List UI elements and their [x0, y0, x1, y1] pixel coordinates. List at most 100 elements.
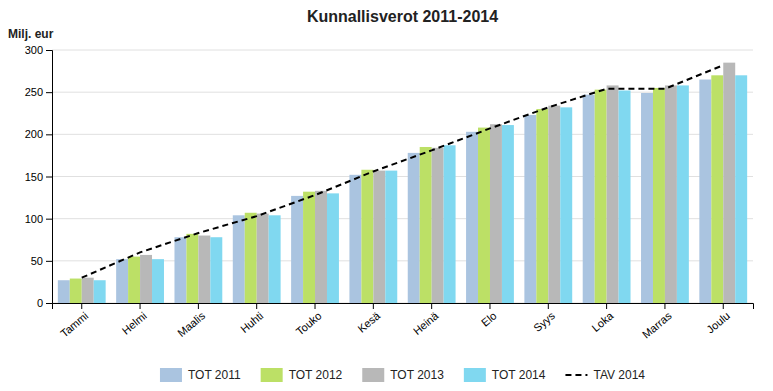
legend-item: TOT 2013 [362, 368, 444, 382]
bar [116, 259, 128, 303]
marks [58, 63, 747, 303]
title: Kunnallisverot 2011-2014 [307, 8, 498, 25]
bar [723, 63, 735, 303]
tick-mark [46, 219, 52, 220]
bar [432, 148, 444, 303]
tick-mark [46, 303, 52, 304]
y-axis: 0 50 100 150 200 250 300 [25, 44, 53, 309]
y-axis-label: Milj. eur [8, 27, 54, 41]
tick-label: Huhti [238, 309, 265, 335]
bar [233, 215, 245, 303]
bar [291, 196, 303, 303]
bar [303, 192, 315, 303]
bar [607, 85, 619, 303]
tick-mark [81, 303, 82, 309]
bar [548, 106, 560, 303]
tick-mark [373, 303, 374, 309]
bar [735, 75, 747, 303]
chart: 050100150200250300TammiHelmiMaalisHuhtiT… [0, 0, 773, 391]
legend-swatch [464, 368, 486, 382]
tick: 50 [31, 255, 52, 267]
bar [269, 215, 281, 303]
bar [536, 109, 548, 303]
bar [653, 88, 665, 303]
tick-label: Syys [531, 309, 557, 334]
tick-label: Touko [294, 309, 324, 337]
legend-swatch [565, 374, 587, 376]
tick-mark [46, 50, 52, 51]
tick: Helmi [120, 303, 149, 337]
tick-mark [606, 303, 607, 309]
tick-mark [548, 303, 549, 309]
bar [560, 107, 572, 303]
line [82, 65, 724, 278]
bar [210, 237, 222, 303]
tick-label: Elo [479, 309, 499, 328]
bar [58, 280, 70, 303]
bar [665, 85, 677, 303]
tick: Heinä [411, 303, 441, 337]
tick-label: 300 [25, 44, 43, 56]
tick-label: 50 [31, 255, 43, 267]
bar [641, 93, 653, 303]
tick: Maalis [175, 303, 207, 339]
bar [257, 214, 269, 303]
tick-mark [256, 303, 257, 309]
bar [198, 236, 210, 303]
tick: 0 [37, 297, 52, 309]
tick-mark [198, 303, 199, 309]
bar [490, 124, 502, 303]
legend-label: TOT 2011 [188, 368, 241, 382]
tick-label: Marras [640, 309, 674, 341]
legend-label: TAV 2014 [593, 368, 645, 382]
tick-label: Helmi [120, 309, 149, 336]
tick: Huhti [238, 303, 265, 335]
tick: Marras [640, 303, 674, 341]
bar [478, 128, 490, 303]
tick: Kesä [355, 303, 383, 335]
bar [408, 153, 420, 303]
grid-line [52, 50, 753, 51]
tick: 200 [25, 128, 52, 140]
tick-mark [723, 303, 724, 309]
legend: TOT 2011TOT 2012TOT 2013TOT 2014TAV 2014 [160, 368, 645, 382]
legend-label: TOT 2014 [492, 368, 546, 382]
tick-mark [46, 134, 52, 135]
bar [619, 90, 631, 303]
tick-mark [46, 261, 52, 262]
bar [699, 80, 711, 303]
grid-line [52, 92, 753, 93]
tick-label: Tammi [58, 309, 91, 339]
grid [52, 50, 753, 303]
bar [152, 259, 164, 303]
plot-area: 050100150200250300TammiHelmiMaalisHuhtiT… [25, 44, 754, 341]
bar [315, 191, 327, 303]
tick: Syys [531, 303, 557, 334]
tick: Elo [479, 303, 499, 329]
bar [245, 213, 257, 303]
bar [174, 237, 186, 303]
tick-label: 200 [25, 128, 43, 140]
bar [711, 75, 723, 303]
tick: 300 [25, 44, 52, 56]
legend-label: TOT 2013 [390, 368, 444, 382]
tick-mark [46, 92, 52, 93]
bar [595, 90, 607, 303]
bar [327, 193, 339, 303]
tick-label: Heinä [411, 309, 441, 337]
bar [349, 175, 361, 303]
tick-mark [140, 303, 141, 309]
tick-label: 250 [25, 86, 43, 98]
axis-line [46, 51, 53, 304]
legend-swatch [261, 368, 283, 382]
tick: 100 [25, 213, 52, 225]
tick: 150 [25, 171, 52, 183]
x-axis: Tammi Helmi Maalis Huhti Touko Kesä Heinä Elo Sy… [53, 303, 754, 341]
tick-mark [664, 303, 665, 309]
bar [420, 147, 432, 303]
bar [70, 279, 82, 303]
legend-swatch [160, 368, 182, 382]
legend-item: TAV 2014 [565, 368, 645, 382]
bar [373, 171, 385, 303]
legend-swatch [362, 368, 384, 382]
